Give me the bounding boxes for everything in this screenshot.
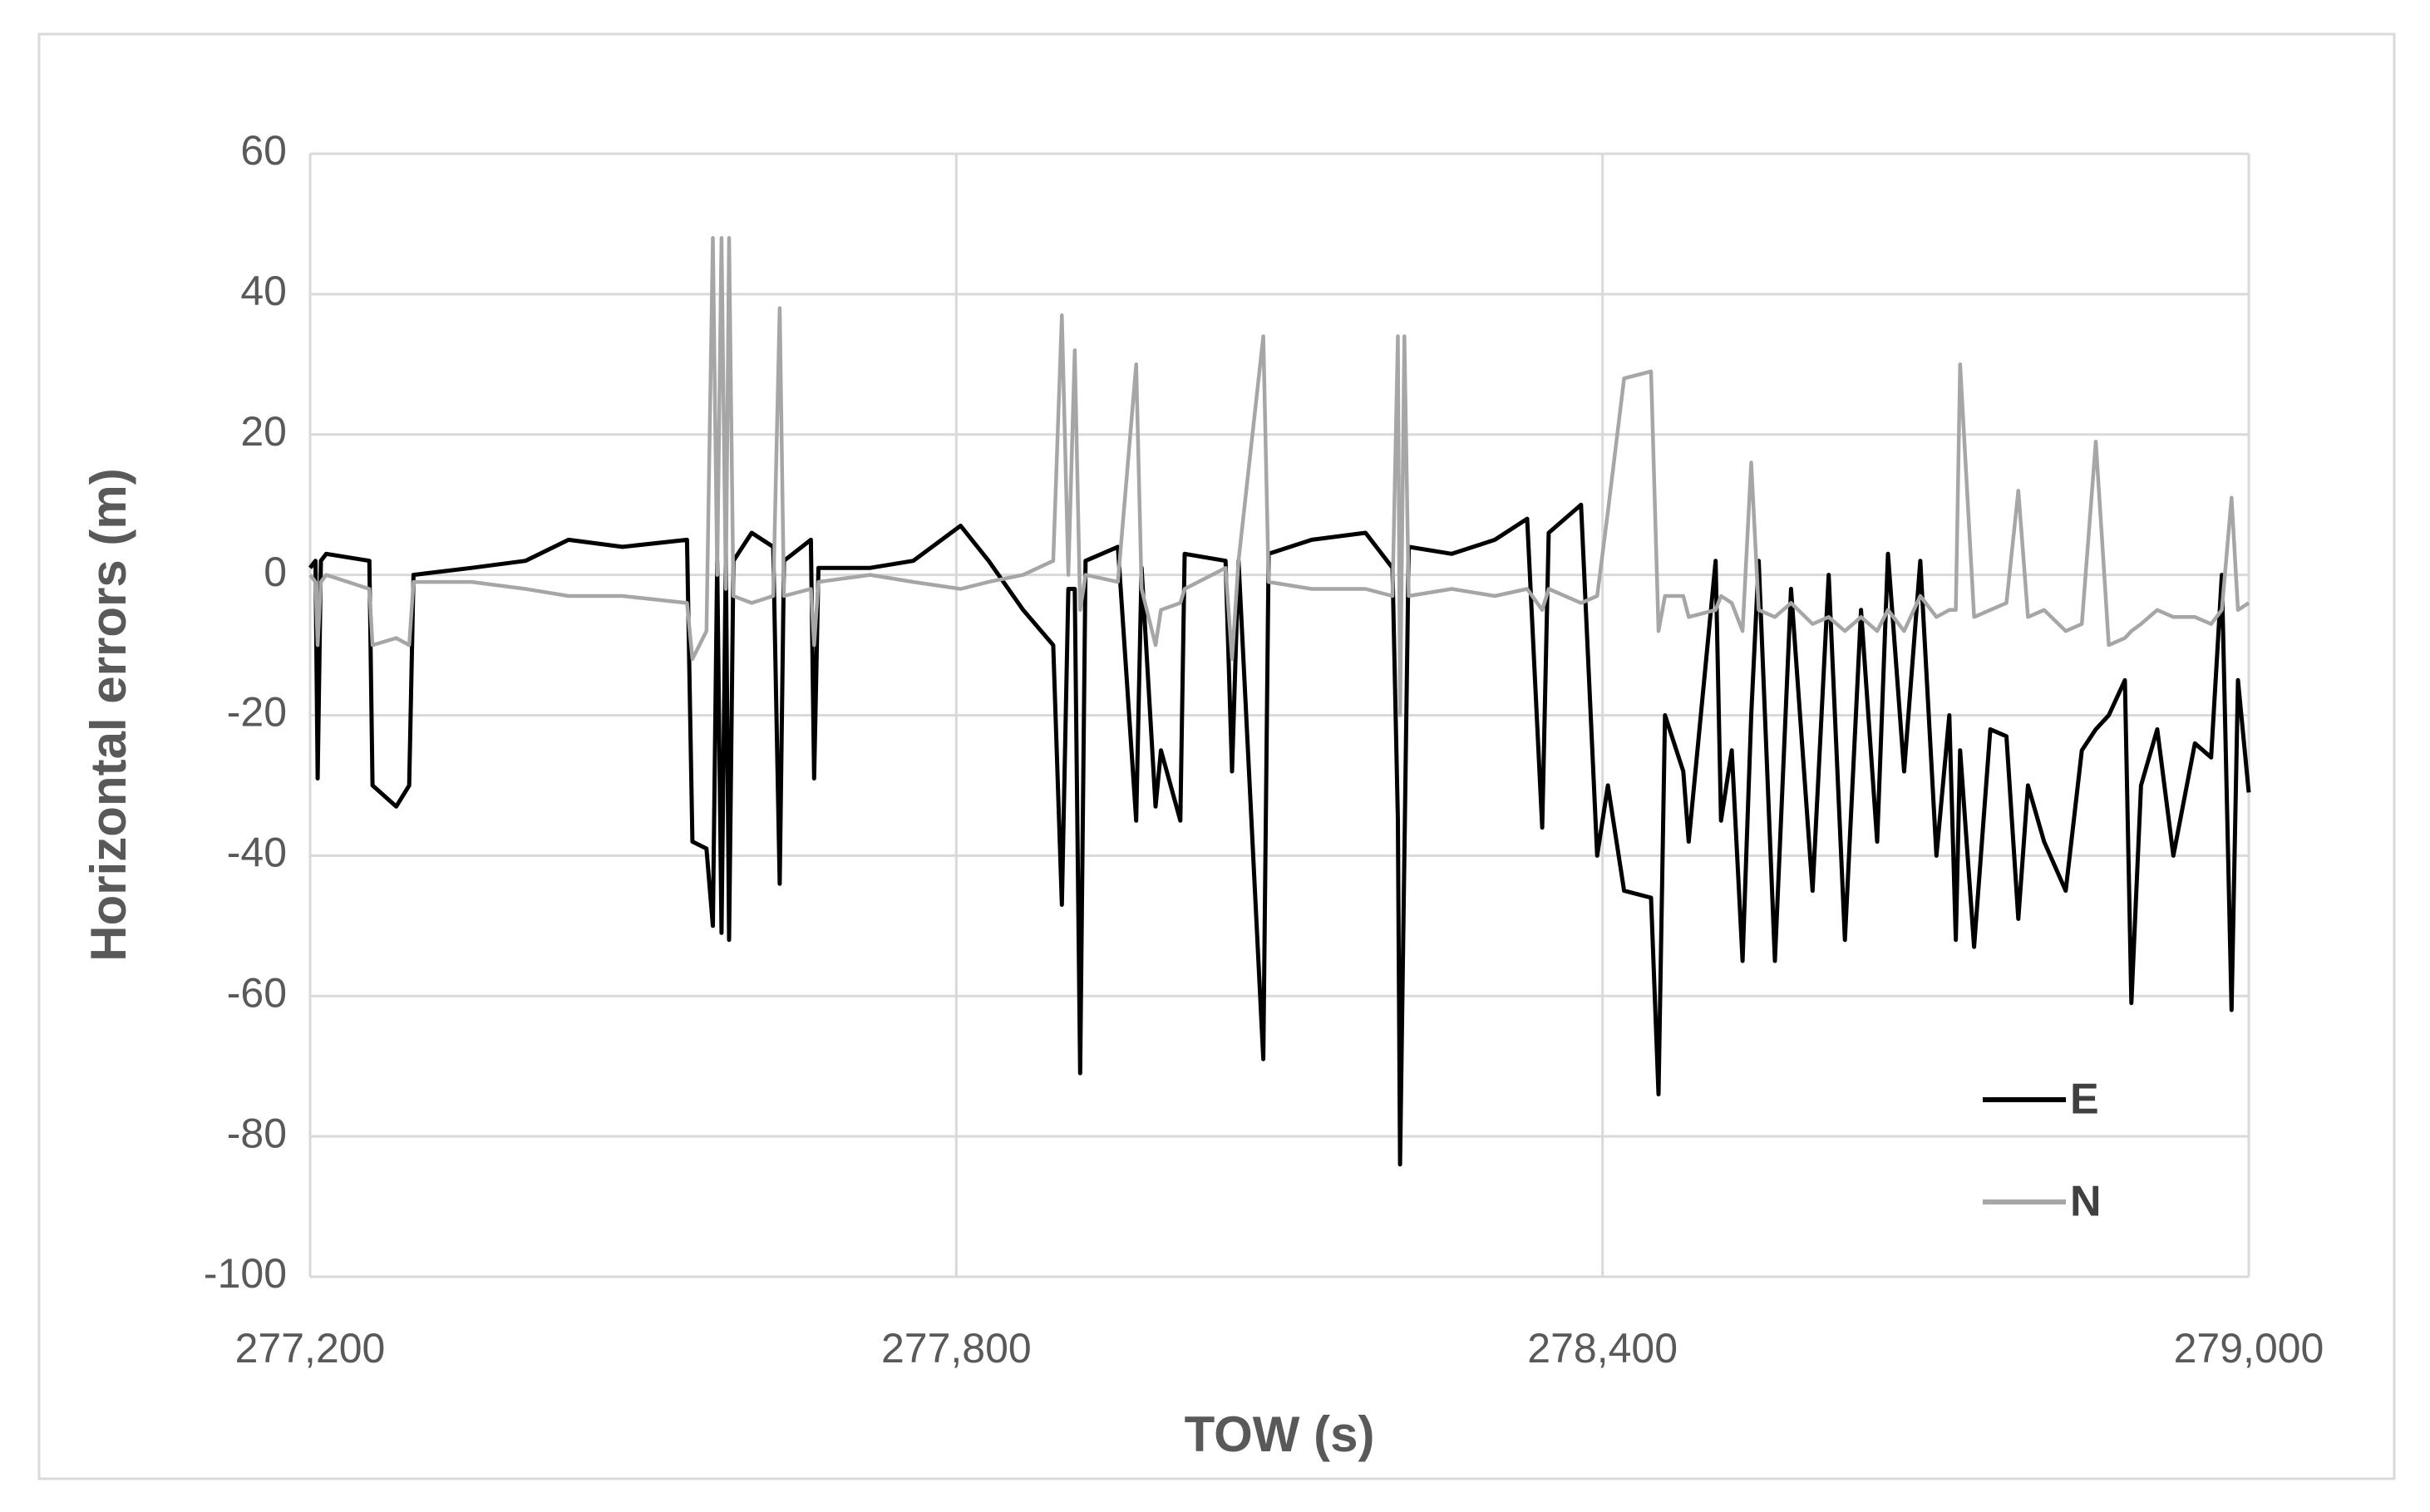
x-tick-label: 278,400: [1527, 1325, 1678, 1372]
series-line: [308, 502, 2251, 1167]
y-tick-label: 40: [240, 268, 287, 314]
y-tick-label: -60: [227, 969, 287, 1016]
y-tick-label: 60: [240, 127, 287, 174]
y-axis-title: Horizontal errors (m): [81, 468, 136, 961]
x-tick-label: 277,800: [881, 1325, 1032, 1372]
y-tick-label: -80: [227, 1110, 287, 1156]
y-tick-label: 0: [264, 549, 287, 595]
chart-border: [37, 32, 2396, 1480]
x-axis-title: TOW (s): [1185, 1406, 1375, 1462]
legend-label: N: [2070, 1178, 2102, 1226]
y-tick-label: -100: [204, 1250, 287, 1297]
x-tick-label: 279,000: [2174, 1325, 2324, 1372]
x-tick-label: 277,200: [235, 1325, 386, 1372]
y-tick-label: -40: [227, 830, 287, 876]
series-line: [308, 236, 2250, 717]
y-tick-label: 20: [240, 408, 287, 455]
y-tick-label: -20: [227, 689, 287, 736]
legend-label: E: [2070, 1076, 2099, 1124]
